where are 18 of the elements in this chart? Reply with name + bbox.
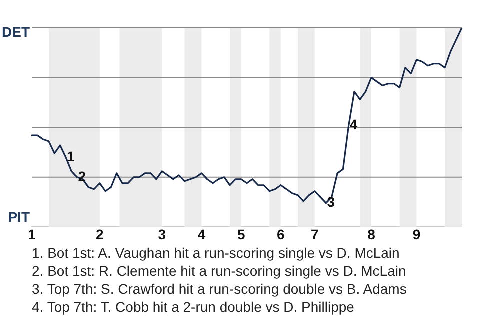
text: DET (2, 24, 30, 40)
x-tick-label: 8 (368, 226, 376, 242)
x-tick-label: 4 (198, 226, 206, 242)
text: PIT (8, 209, 30, 226)
text: 4. Top 7th: T. Cobb hit a 2-run double vs D. Phillippe (32, 298, 356, 316)
x-tick-label: 2 (96, 226, 104, 242)
annotation: 4 (350, 116, 358, 132)
annotation: 1 (66, 148, 75, 164)
x-tick-label: 3 (158, 226, 166, 242)
x-tick-label: 5 (237, 226, 246, 242)
x-tick-label: 1 (28, 226, 36, 242)
text: 3. Top 7th: S. Crawford hit a run-scoring double vs B. Adams (32, 280, 408, 298)
annotation: 3 (327, 194, 336, 210)
x-tick-label: 6 (277, 226, 286, 242)
x-tick-label: 7 (310, 226, 319, 242)
text: 1. Bot 1st: A. Vaughan hit a run-scoring single vs D. McLain (32, 244, 401, 262)
x-tick-label: 9 (412, 226, 421, 242)
text: 2. Bot 1st: R. Clemente hit a run-scoring single vs D. McLain (32, 262, 408, 280)
